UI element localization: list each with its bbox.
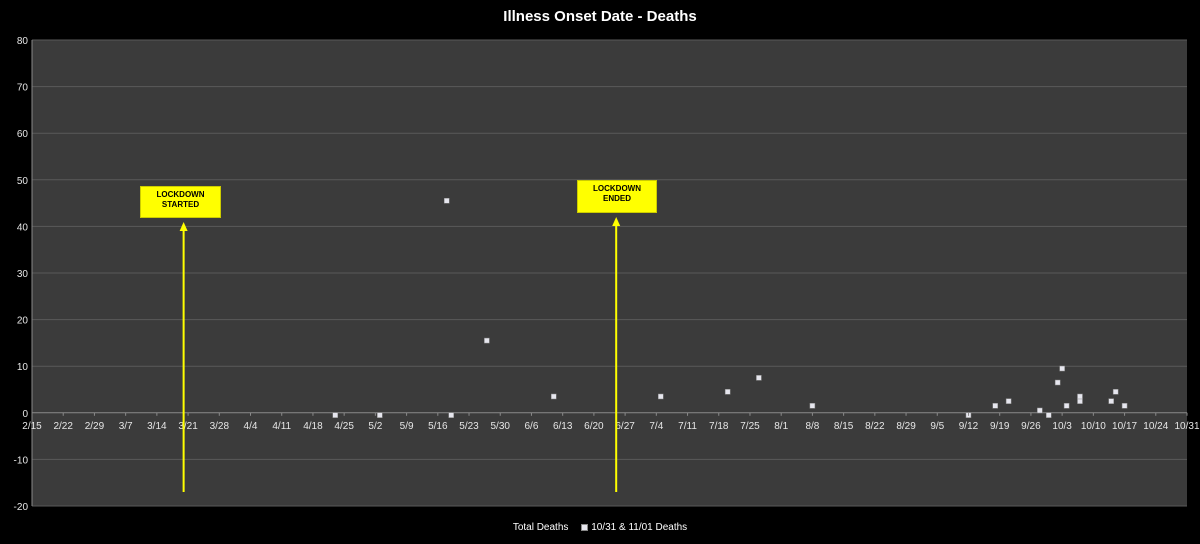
y-tick-label: 0 (22, 409, 28, 420)
x-tick-label: 2/15 (22, 421, 42, 432)
x-tick-label: 6/13 (553, 421, 573, 432)
arrow-head-icon (179, 222, 188, 231)
lockdown-ended-callout: LOCKDOWN ENDED (577, 180, 657, 213)
data-point-marker (484, 337, 490, 344)
x-tick-label: 10/24 (1143, 421, 1168, 432)
x-tick-label: 4/11 (272, 421, 291, 432)
lockdown-started-callout: LOCKDOWN STARTED (140, 186, 221, 218)
data-point-marker (1059, 365, 1065, 372)
lockdown-ended-line2: ENDED (602, 194, 631, 203)
data-point-marker (1112, 389, 1119, 395)
x-tick-label: 7/11 (678, 421, 697, 432)
x-tick-label: 4/25 (334, 421, 354, 432)
x-tick-label: 7/25 (740, 421, 760, 432)
x-tick-label: 5/16 (428, 421, 448, 432)
data-point-marker (992, 403, 998, 409)
x-tick-label: 9/26 (1021, 421, 1041, 432)
lockdown-ended-line1: LOCKDOWN (593, 184, 641, 193)
x-tick-label: 8/1 (774, 421, 788, 432)
y-tick-label: 30 (17, 269, 29, 280)
data-point-marker (377, 412, 383, 418)
x-tick-label: 2/22 (53, 421, 73, 432)
data-point-marker (1054, 379, 1061, 386)
x-tick-label: 8/8 (805, 421, 819, 432)
y-tick-label: 70 (17, 83, 29, 94)
x-tick-label: 6/20 (584, 421, 604, 432)
legend-swatch-icon (581, 523, 589, 531)
y-tick-label: 50 (17, 176, 29, 187)
y-tick-label: -20 (14, 502, 29, 513)
data-point-marker (551, 393, 557, 400)
data-point-marker (756, 375, 762, 381)
y-tick-label: 80 (17, 36, 29, 47)
x-tick-label: 3/28 (210, 421, 230, 432)
x-tick-label: 3/14 (147, 421, 167, 432)
x-tick-label: 10/17 (1112, 421, 1137, 432)
x-tick-label: 8/29 (896, 421, 916, 432)
x-tick-label: 5/30 (491, 421, 511, 432)
x-tick-label: 5/2 (368, 421, 382, 432)
x-tick-label: 5/9 (400, 421, 414, 432)
x-tick-label: 7/4 (649, 421, 663, 432)
data-point-marker (1005, 398, 1012, 404)
x-tick-label: 10/3 (1052, 421, 1072, 432)
x-tick-label: 10/10 (1081, 421, 1106, 432)
data-point-marker (1046, 412, 1052, 418)
y-tick-label: 10 (17, 362, 29, 373)
x-tick-label: 7/18 (709, 421, 729, 432)
x-tick-label: 6/6 (525, 421, 539, 432)
x-tick-label: 8/15 (834, 421, 854, 432)
y-tick-label: 20 (17, 316, 29, 327)
x-tick-label: 5/23 (459, 421, 479, 432)
y-tick-label: -10 (14, 455, 29, 466)
data-point-marker (1121, 403, 1128, 409)
legend-label-late-deaths: 10/31 & 11/01 Deaths (591, 522, 688, 533)
legend: Total Deaths 10/31 & 11/01 Deaths (0, 522, 1200, 533)
x-tick-label: 9/5 (930, 421, 944, 432)
y-tick-label: 60 (17, 129, 29, 140)
data-point-marker (1108, 398, 1114, 404)
data-point-marker (443, 198, 450, 204)
lockdown-started-line1: LOCKDOWN (156, 190, 205, 199)
x-tick-label: 4/4 (244, 421, 258, 432)
x-tick-label: 3/7 (119, 421, 133, 432)
chart-title: Illness Onset Date - Deaths (503, 8, 697, 25)
data-point-marker (1077, 398, 1083, 404)
data-point-marker (332, 412, 338, 418)
data-point-marker (1077, 393, 1083, 400)
legend-item-total-deaths: Total Deaths (513, 522, 569, 533)
lockdown-started-line2: STARTED (161, 200, 200, 209)
data-point-marker (1037, 407, 1043, 414)
data-point-marker (724, 389, 731, 395)
legend-label-total-deaths: Total Deaths (512, 522, 569, 533)
x-tick-label: 3/21 (178, 421, 198, 432)
x-tick-label: 9/12 (959, 421, 979, 432)
x-tick-label: 10/31 (1174, 421, 1199, 432)
data-point-marker (1063, 403, 1070, 409)
data-point-marker (809, 403, 816, 409)
data-point-marker (448, 412, 454, 418)
x-tick-label: 4/18 (303, 421, 323, 432)
data-point-marker (658, 393, 664, 400)
x-tick-label: 8/22 (865, 421, 885, 432)
x-tick-label: 6/27 (615, 421, 635, 432)
x-tick-label: 9/19 (990, 421, 1010, 432)
legend-item-late-deaths: 10/31 & 11/01 Deaths (581, 522, 687, 533)
arrow-head-icon (612, 217, 621, 226)
y-tick-label: 40 (17, 222, 29, 233)
x-tick-label: 2/29 (85, 421, 105, 432)
